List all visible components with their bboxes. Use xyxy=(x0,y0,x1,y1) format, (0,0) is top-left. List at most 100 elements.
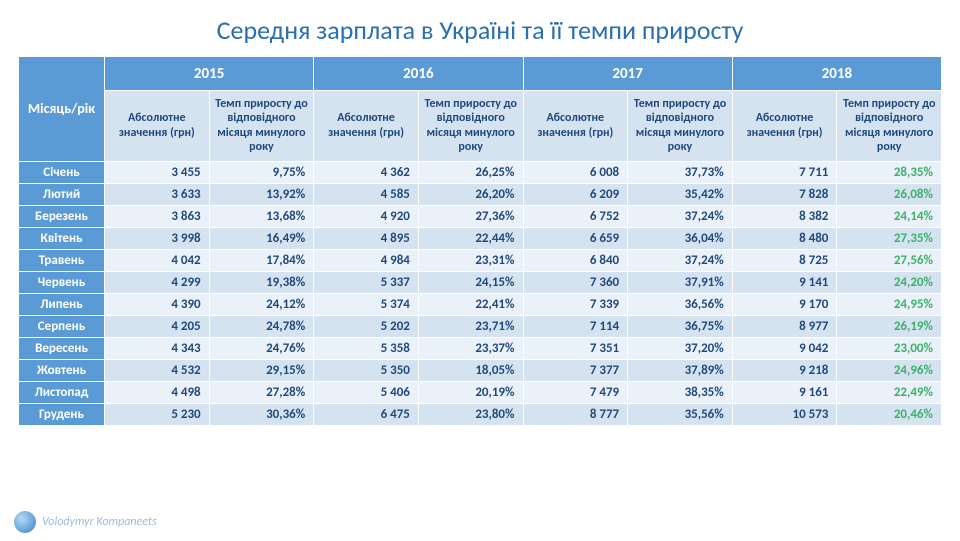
growth-value-cell: 27,28% xyxy=(209,381,314,403)
subheader-growth: Темп приросту до відповідного місяця мин… xyxy=(209,91,314,162)
growth-value-cell: 24,76% xyxy=(209,337,314,359)
abs-value-cell: 9 161 xyxy=(732,381,837,403)
abs-value-cell: 4 362 xyxy=(314,161,419,183)
table-row: Лютий3 63313,92%4 58526,20%6 20935,42%7 … xyxy=(19,183,942,205)
growth-value-cell: 9,75% xyxy=(209,161,314,183)
growth-value-cell: 17,84% xyxy=(209,249,314,271)
abs-value-cell: 5 337 xyxy=(314,271,419,293)
growth-value-cell: 36,56% xyxy=(628,293,733,315)
month-cell: Грудень xyxy=(19,403,105,425)
abs-value-cell: 7 360 xyxy=(523,271,628,293)
abs-value-cell: 5 374 xyxy=(314,293,419,315)
subheader-absolute: Абсолютне значення (грн) xyxy=(732,91,837,162)
table-row: Червень4 29919,38%5 33724,15%7 36037,91%… xyxy=(19,271,942,293)
year-header-2017: 2017 xyxy=(523,57,732,91)
abs-value-cell: 4 585 xyxy=(314,183,419,205)
table-row: Березень3 86313,68%4 92027,36%6 75237,24… xyxy=(19,205,942,227)
abs-value-cell: 3 455 xyxy=(105,161,210,183)
growth-value-cell: 20,19% xyxy=(418,381,523,403)
growth-value-cell: 36,04% xyxy=(628,227,733,249)
logo-orb-icon xyxy=(14,511,36,533)
abs-value-cell: 6 840 xyxy=(523,249,628,271)
year-header-2018: 2018 xyxy=(732,57,941,91)
growth-value-cell: 37,20% xyxy=(628,337,733,359)
abs-value-cell: 4 299 xyxy=(105,271,210,293)
growth-value-cell: 20,46% xyxy=(837,403,942,425)
growth-value-cell: 24,95% xyxy=(837,293,942,315)
growth-value-cell: 27,56% xyxy=(837,249,942,271)
abs-value-cell: 6 008 xyxy=(523,161,628,183)
abs-value-cell: 4 343 xyxy=(105,337,210,359)
abs-value-cell: 4 498 xyxy=(105,381,210,403)
growth-value-cell: 22,44% xyxy=(418,227,523,249)
growth-value-cell: 37,91% xyxy=(628,271,733,293)
subheader-growth: Темп приросту до відповідного місяця мин… xyxy=(418,91,523,162)
abs-value-cell: 5 230 xyxy=(105,403,210,425)
growth-value-cell: 24,15% xyxy=(418,271,523,293)
month-cell: Вересень xyxy=(19,337,105,359)
growth-value-cell: 27,35% xyxy=(837,227,942,249)
logo: Volodymyr Kompaneets xyxy=(14,511,157,533)
table-row: Квітень3 99816,49%4 89522,44%6 65936,04%… xyxy=(19,227,942,249)
salary-table: Місяць/рік 2015 2016 2017 2018 Абсолютне… xyxy=(18,56,942,426)
table-row: Січень3 4559,75%4 36226,25%6 00837,73%7 … xyxy=(19,161,942,183)
growth-value-cell: 26,20% xyxy=(418,183,523,205)
abs-value-cell: 7 828 xyxy=(732,183,837,205)
growth-value-cell: 26,19% xyxy=(837,315,942,337)
growth-value-cell: 22,41% xyxy=(418,293,523,315)
abs-value-cell: 4 532 xyxy=(105,359,210,381)
table-row: Грудень5 23030,36%6 47523,80%8 77735,56%… xyxy=(19,403,942,425)
abs-value-cell: 7 711 xyxy=(732,161,837,183)
abs-value-cell: 4 390 xyxy=(105,293,210,315)
year-header-2016: 2016 xyxy=(314,57,523,91)
growth-value-cell: 23,71% xyxy=(418,315,523,337)
growth-value-cell: 37,24% xyxy=(628,249,733,271)
growth-value-cell: 24,12% xyxy=(209,293,314,315)
abs-value-cell: 7 114 xyxy=(523,315,628,337)
month-cell: Листопад xyxy=(19,381,105,403)
table-header: Місяць/рік 2015 2016 2017 2018 Абсолютне… xyxy=(19,57,942,162)
growth-value-cell: 23,37% xyxy=(418,337,523,359)
growth-value-cell: 29,15% xyxy=(209,359,314,381)
subheader-absolute: Абсолютне значення (грн) xyxy=(523,91,628,162)
abs-value-cell: 3 633 xyxy=(105,183,210,205)
growth-value-cell: 37,73% xyxy=(628,161,733,183)
abs-value-cell: 4 205 xyxy=(105,315,210,337)
growth-value-cell: 24,14% xyxy=(837,205,942,227)
abs-value-cell: 3 998 xyxy=(105,227,210,249)
growth-value-cell: 37,24% xyxy=(628,205,733,227)
abs-value-cell: 7 479 xyxy=(523,381,628,403)
month-cell: Квітень xyxy=(19,227,105,249)
abs-value-cell: 8 777 xyxy=(523,403,628,425)
abs-value-cell: 5 358 xyxy=(314,337,419,359)
row-header-cell: Місяць/рік xyxy=(19,57,105,162)
abs-value-cell: 6 209 xyxy=(523,183,628,205)
month-cell: Жовтень xyxy=(19,359,105,381)
page-title: Середня зарплата в Україні та її темпи п… xyxy=(0,0,960,56)
abs-value-cell: 8 382 xyxy=(732,205,837,227)
table-row: Жовтень4 53229,15%5 35018,05%7 37737,89%… xyxy=(19,359,942,381)
table-row: Серпень4 20524,78%5 20223,71%7 11436,75%… xyxy=(19,315,942,337)
month-cell: Серпень xyxy=(19,315,105,337)
growth-value-cell: 28,35% xyxy=(837,161,942,183)
logo-text: Volodymyr Kompaneets xyxy=(42,515,157,529)
abs-value-cell: 5 350 xyxy=(314,359,419,381)
month-cell: Липень xyxy=(19,293,105,315)
growth-value-cell: 24,96% xyxy=(837,359,942,381)
abs-value-cell: 3 863 xyxy=(105,205,210,227)
subheader-growth: Темп приросту до відповідного місяця мин… xyxy=(837,91,942,162)
abs-value-cell: 8 977 xyxy=(732,315,837,337)
abs-value-cell: 5 202 xyxy=(314,315,419,337)
growth-value-cell: 22,49% xyxy=(837,381,942,403)
growth-value-cell: 13,92% xyxy=(209,183,314,205)
month-cell: Січень xyxy=(19,161,105,183)
subheader-absolute: Абсолютне значення (грн) xyxy=(314,91,419,162)
abs-value-cell: 8 480 xyxy=(732,227,837,249)
growth-value-cell: 26,25% xyxy=(418,161,523,183)
month-cell: Червень xyxy=(19,271,105,293)
growth-value-cell: 37,89% xyxy=(628,359,733,381)
month-cell: Травень xyxy=(19,249,105,271)
abs-value-cell: 9 141 xyxy=(732,271,837,293)
table-row: Липень4 39024,12%5 37422,41%7 33936,56%9… xyxy=(19,293,942,315)
abs-value-cell: 8 725 xyxy=(732,249,837,271)
